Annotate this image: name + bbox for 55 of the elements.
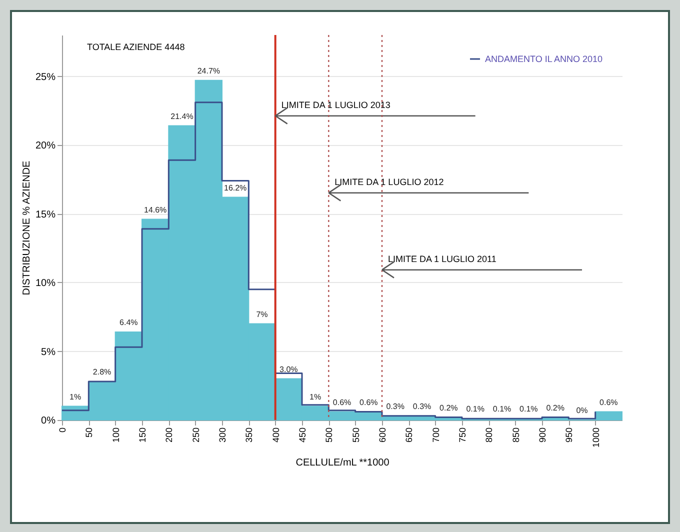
y-tick-label: 25% <box>35 72 56 83</box>
x-tick-label: 550 <box>350 428 361 443</box>
x-tick-label: 950 <box>564 428 574 443</box>
data-label: 6.4% <box>120 318 138 327</box>
y-tick-label: 5% <box>41 346 56 358</box>
x-tick-label: 700 <box>430 428 441 443</box>
annotation: TOTALE AZIENDE 4448 <box>87 42 185 52</box>
x-tick-label: 900 <box>538 428 548 443</box>
data-label: 0.1% <box>492 404 512 414</box>
x-tick-label: 150 <box>138 428 148 443</box>
data-label: 0.2% <box>546 403 564 412</box>
data-label: 2.8% <box>92 368 112 376</box>
y-tick-label: 15% <box>35 209 56 220</box>
x-tick-label: 500 <box>324 428 334 443</box>
x-tick-label: 600 <box>378 428 388 443</box>
x-tick-label: 850 <box>510 428 521 443</box>
x-tick-label: 100 <box>110 428 121 443</box>
data-label: 0.3% <box>386 402 404 411</box>
data-label: 0.6% <box>360 398 378 407</box>
data-label: 0.6% <box>600 398 618 407</box>
data-label: 7% <box>256 310 268 319</box>
x-tick-label: 200 <box>164 428 174 443</box>
ref-line-label: LIMITE DA 1 LUGLIO 2011 <box>388 254 496 264</box>
x-tick-label: 800 <box>484 428 494 443</box>
data-label: 1% <box>310 392 322 402</box>
data-label: 3.0% <box>280 364 298 374</box>
x-tick-label: 1000 <box>590 428 601 448</box>
y-axis-title: DISTRIBUZIONE % AZIENDE <box>21 160 32 296</box>
x-tick-label: 650 <box>404 428 414 443</box>
data-label: 1% <box>70 392 82 402</box>
x-tick-label: 750 <box>458 428 468 443</box>
data-label: 0% <box>576 406 588 415</box>
y-tick-label: 0% <box>41 416 56 426</box>
data-label: 0.3% <box>412 402 432 411</box>
data-label: 0.1% <box>520 404 538 414</box>
data-label: 0.1% <box>466 404 484 414</box>
x-axis-title: CELLULE/mL **1000 <box>296 458 390 469</box>
data-label: 24.7% <box>197 66 220 76</box>
data-label: 14.6% <box>144 205 167 214</box>
x-tick-label: 300 <box>218 428 228 443</box>
legend-label: ANDAMENTO IL ANNO 2010 <box>485 54 603 64</box>
ref-line-label: LIMITE DA 1 LUGLIO 2012 <box>334 176 444 187</box>
data-label: 21.4% <box>170 112 194 121</box>
data-label: 0.2% <box>440 403 458 412</box>
ref-line-label: LIMITE DA 1 LUGLIO 2013 <box>281 100 390 110</box>
x-tick-label: 0 <box>58 428 68 433</box>
x-tick-label: 450 <box>298 428 308 443</box>
x-tick-label: 250 <box>190 428 201 443</box>
y-tick-label: 10% <box>35 278 56 289</box>
y-tick-label: 20% <box>35 140 56 152</box>
data-label: 0.6% <box>332 398 352 407</box>
x-tick-label: 350 <box>244 428 254 443</box>
data-label: 16.2% <box>224 183 247 192</box>
x-tick-label: 50 <box>84 428 94 438</box>
x-tick-label: 400 <box>270 428 281 443</box>
